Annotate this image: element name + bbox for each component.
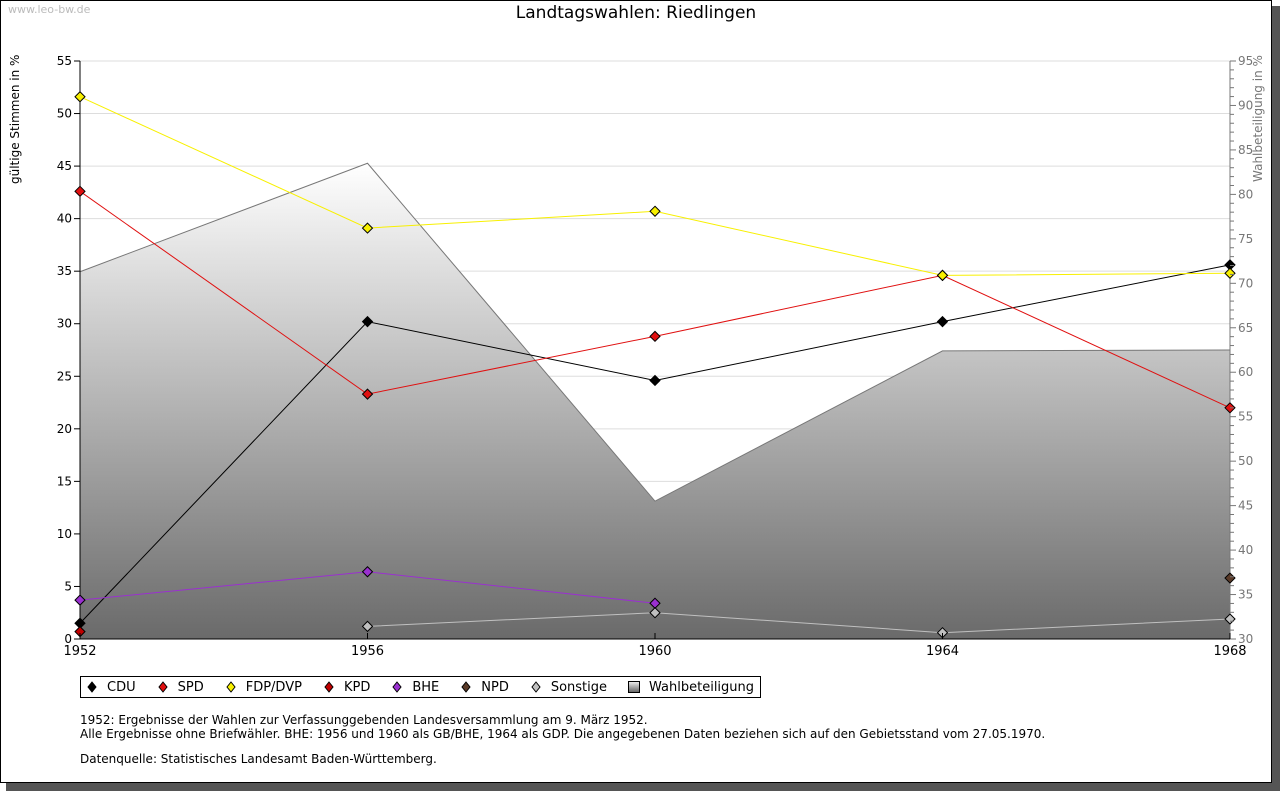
legend-item-cdu: CDU — [85, 680, 136, 695]
legend-label: FDP/DVP — [245, 679, 302, 695]
y-tick-label: 35 — [57, 264, 72, 278]
legend-label: SPD — [177, 679, 204, 695]
data-point-fdpdvp — [936, 269, 949, 282]
legend-diamond-icon — [461, 681, 471, 693]
y2-tick-label: 50 — [1238, 454, 1253, 468]
legend-diamond-icon — [226, 681, 236, 693]
legend-label: BHE — [412, 679, 440, 695]
y-tick-label: 55 — [57, 54, 72, 68]
legend-item-kpd: KPD — [322, 680, 370, 695]
x-tick-label: 1952 — [63, 644, 96, 659]
y2-tick-label: 40 — [1238, 543, 1253, 557]
legend: CDU SPD FDP/DVP KPD BHE NPD Sonstige Wahlbeteil… — [80, 676, 762, 698]
y2-tick-label: 80 — [1238, 187, 1253, 201]
frame-shadow-bottom — [6, 783, 1280, 791]
legend-label: Sonstige — [550, 679, 608, 695]
legend-item-wahlbeteiligung: Wahlbeteiligung — [627, 680, 754, 695]
data-point-spd — [74, 185, 86, 198]
y-tick-label: 20 — [57, 422, 72, 436]
data-point-fdpdvp — [361, 222, 374, 234]
data-point-bhe — [74, 594, 86, 606]
y2-tick-label: 60 — [1238, 365, 1253, 379]
legend-label: Wahlbeteiligung — [649, 679, 755, 695]
legend-item-fdpdvp: FDP/DVP — [224, 680, 302, 695]
legend-item-npd: NPD — [459, 680, 509, 695]
legend-diamond-icon — [87, 681, 97, 693]
y-tick-label: 0 — [64, 632, 72, 646]
y2-tick-label: 95 — [1238, 54, 1253, 68]
legend-square-icon — [628, 681, 641, 693]
footnotes: 1952: Ergebnisse der Wahlen zur Verfassu… — [80, 713, 1045, 741]
chart-title: Landtagswahlen: Riedlingen — [515, 3, 757, 23]
y-tick-label: 10 — [57, 527, 72, 541]
legend-item-sonstige: Sonstige — [529, 680, 607, 695]
data-point-cdu — [936, 315, 949, 328]
data-point-bhe — [361, 566, 374, 578]
legend-diamond-icon — [157, 681, 168, 693]
frame-shadow-right — [1272, 6, 1280, 791]
data-point-spd — [649, 330, 661, 343]
y2-tick-label: 45 — [1238, 499, 1253, 513]
y-tick-label: 15 — [57, 474, 72, 488]
turnout-line — [79, 162, 1231, 502]
y2-tick-label: 75 — [1238, 232, 1253, 246]
chart-plot: 0 5 10 15 20 25 30 35 40 45 50 55 30 35 40 45 50 55 60 65 70… — [57, 54, 1254, 659]
x-tick-label: 1968 — [1213, 644, 1246, 659]
y-tick-label: 40 — [57, 212, 72, 226]
y2-tick-label: 70 — [1238, 276, 1253, 290]
turnout-area — [80, 163, 1230, 639]
legend-item-spd: SPD — [156, 680, 204, 695]
data-point-cdu — [361, 315, 374, 328]
y-tick-label: 45 — [57, 159, 72, 173]
legend-diamond-icon — [392, 681, 402, 693]
y2-tick-label: 90 — [1238, 98, 1253, 112]
data-point-fdpdvp — [74, 91, 86, 103]
legend-label: KPD — [343, 679, 371, 695]
y-tick-label: 50 — [57, 107, 72, 121]
data-point-fdpdvp — [649, 205, 661, 217]
footnote-1952: 1952: Ergebnisse der Wahlen zur Verfassu… — [80, 713, 648, 727]
watermark[interactable]: www.leo-bw.de — [8, 3, 91, 16]
legend-label: NPD — [481, 679, 509, 695]
legend-diamond-icon — [324, 681, 334, 693]
y2-tick-label: 55 — [1238, 410, 1253, 424]
footnote-general: Alle Ergebnisse ohne Briefwähler. BHE: 1… — [80, 727, 1046, 741]
y2-tick-label: 35 — [1238, 588, 1253, 602]
y2-tick-label: 85 — [1238, 143, 1253, 157]
x-tick-label: 1960 — [638, 644, 671, 659]
data-point-cdu — [649, 374, 661, 387]
data-point-sonstige — [649, 607, 661, 619]
y-tick-label: 5 — [64, 579, 72, 593]
series-line-sonstige — [367, 612, 1231, 634]
y-tick-label: 25 — [57, 369, 72, 383]
data-point-sonstige — [361, 620, 374, 633]
legend-label: CDU — [107, 679, 136, 695]
data-point-fdpdvp — [1224, 267, 1236, 279]
data-point-spd — [361, 388, 374, 400]
legend-diamond-icon — [531, 681, 541, 693]
x-tick-label: 1956 — [351, 644, 384, 659]
y-tick-label: 30 — [57, 317, 72, 331]
x-tick-label: 1964 — [926, 644, 959, 659]
data-source: Datenquelle: Statistisches Landesamt Bad… — [80, 752, 437, 766]
legend-item-bhe: BHE — [390, 680, 439, 695]
y2-tick-label: 30 — [1238, 632, 1253, 646]
y2-tick-label: 65 — [1238, 321, 1253, 335]
